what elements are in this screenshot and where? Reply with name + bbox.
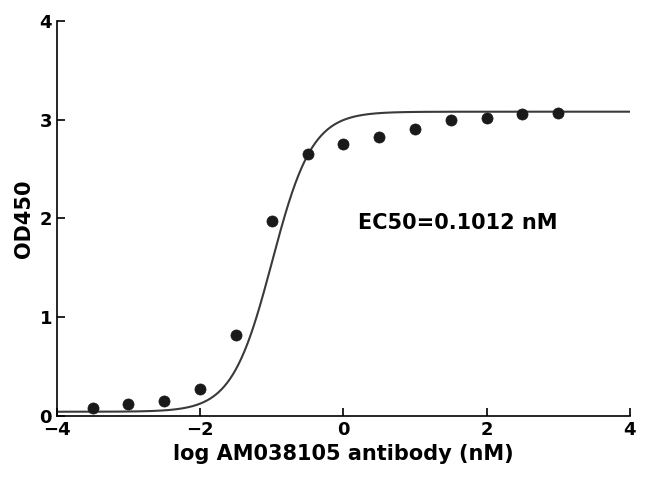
Point <box>124 400 134 408</box>
Point <box>482 114 492 121</box>
Point <box>231 331 241 338</box>
Point <box>553 109 564 117</box>
Point <box>446 116 456 123</box>
Point <box>302 150 313 158</box>
Point <box>87 404 98 412</box>
Point <box>374 133 384 141</box>
Point <box>517 110 528 118</box>
Point <box>266 217 277 225</box>
Point <box>195 385 205 393</box>
Y-axis label: OD450: OD450 <box>14 179 34 258</box>
Text: EC50=0.1012 nM: EC50=0.1012 nM <box>358 213 557 233</box>
Point <box>410 126 420 133</box>
Point <box>338 141 348 148</box>
Point <box>159 397 170 405</box>
X-axis label: log AM038105 antibody (nM): log AM038105 antibody (nM) <box>173 444 514 464</box>
